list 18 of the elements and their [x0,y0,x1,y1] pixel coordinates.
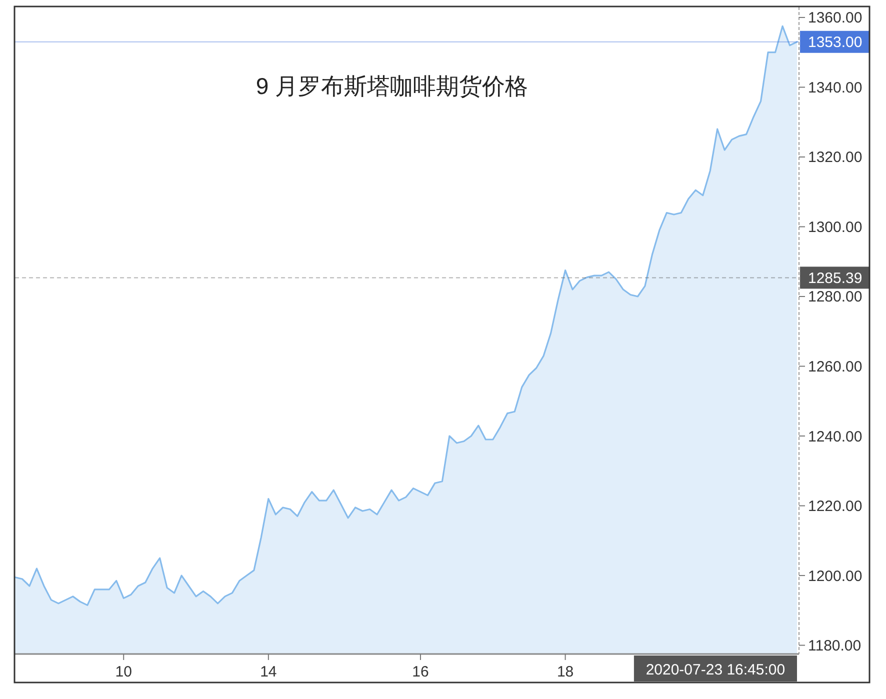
y-tick-label: 1300.00 [808,218,862,236]
y-tick-label: 1240.00 [808,428,862,446]
text: 9 月罗布斯塔咖啡期货价格 [256,73,528,100]
ref-line-label: 1353.00 [808,34,862,52]
y-tick-label: 1260.00 [808,358,862,376]
y-tick-label: 1180.00 [808,638,862,655]
x-tick-label: 18 [556,663,574,680]
y-tick-label: 1280.00 [808,288,862,306]
text: 2020-07-23 16:45:00 [646,661,786,678]
y-tick-label: 1200.00 [808,568,862,585]
x-tick-label: 10 [115,663,132,680]
y-tick-label: 1220.00 [808,498,862,516]
y-tick-label: 1340.00 [808,79,862,96]
y-tick-label: 1360.00 [808,10,862,27]
ref-line-label: 1285.39 [808,270,862,287]
y-tick-label: 1320.00 [808,149,862,166]
x-tick-label: 14 [260,663,277,680]
x-tick-label: 16 [412,663,429,680]
